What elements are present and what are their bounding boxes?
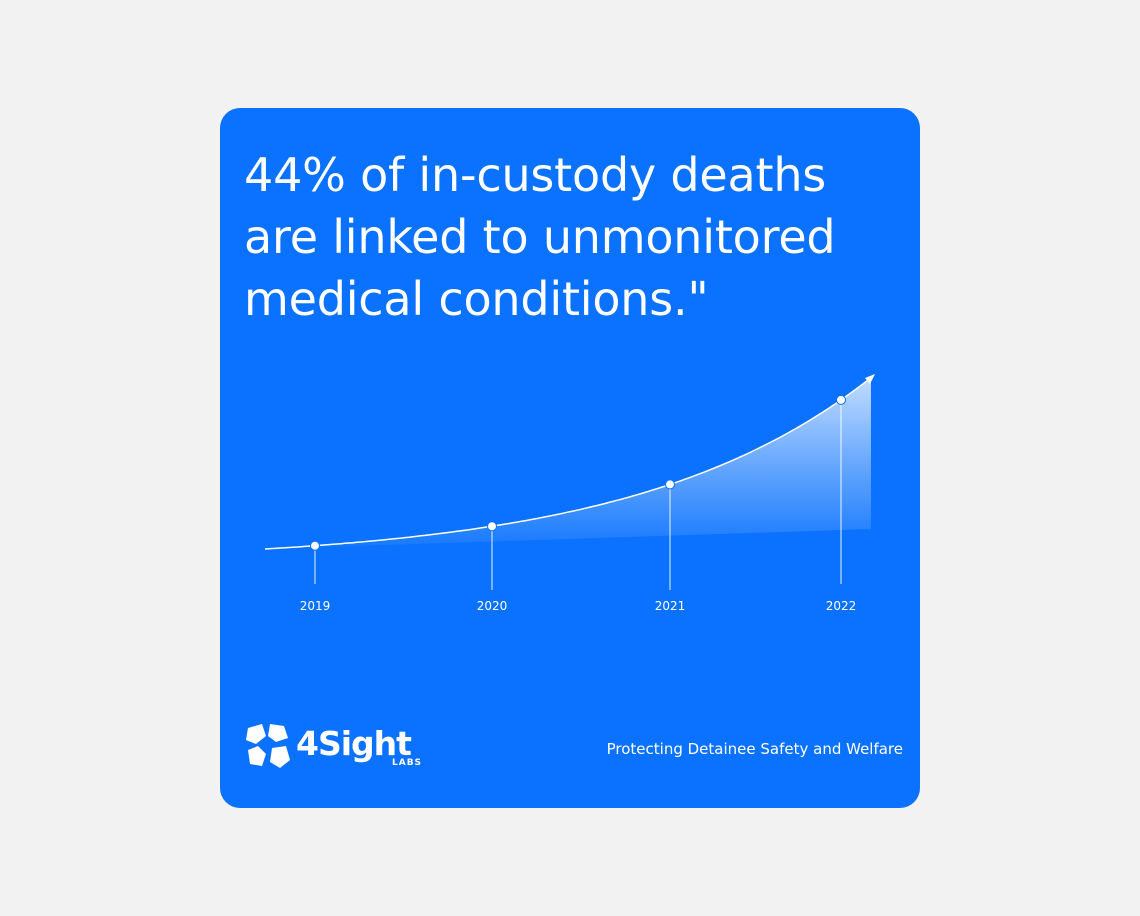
data-point-2022 [836, 394, 846, 405]
data-point-2019 [310, 540, 320, 551]
area-fill [265, 377, 871, 549]
x-tick-label-2020: 2020 [477, 599, 508, 613]
brand-name: 4Sight [296, 723, 412, 763]
data-point-2021 [665, 479, 675, 490]
data-point-2020 [487, 521, 497, 532]
tagline: Protecting Detainee Safety and Welfare [606, 740, 903, 758]
chart: 2019 2020 2021 2022 [220, 108, 920, 808]
series-line [264, 377, 872, 550]
x-tick-label-2022: 2022 [826, 599, 857, 613]
infographic-card: 2019 2020 2021 2022 44% of in-custody death… [220, 108, 920, 808]
headline: 44% of in-custody deaths are linked to u… [244, 148, 836, 326]
hexagon-cluster-logo-icon [246, 724, 290, 768]
x-tick-label-2019: 2019 [300, 599, 331, 613]
trend-arrow-icon [865, 374, 875, 384]
brand-logo[interactable]: 4Sight LABS [244, 720, 444, 772]
x-tick-label-2021: 2021 [655, 599, 686, 613]
brand-sub: LABS [392, 758, 423, 768]
